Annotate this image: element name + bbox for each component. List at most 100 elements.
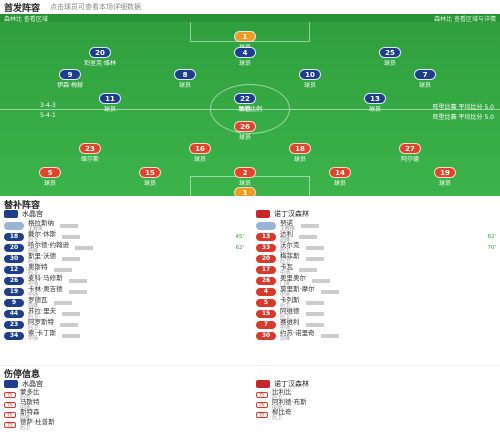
injured-player-name: 马斯特 [20, 398, 40, 406]
injured-player-block: 蒙多比 后卫 [20, 389, 40, 401]
home-player[interactable]: 22 球员 [215, 86, 275, 113]
home-injury-team-header[interactable]: 水晶宫 [4, 378, 244, 390]
home-team-logo-icon [4, 380, 18, 388]
away-injury-team-header[interactable]: 诺丁汉森林 [256, 378, 496, 390]
injured-player-block: 柳比奇 后卫 [272, 409, 292, 421]
home-player[interactable]: 13 球员 [345, 86, 405, 113]
home-subs-list: 水晶宫 格拉斯纳 主教练 18 戴尔·休斯 后卫 45' 20 哈尔德·约翰逊 前锋 62' 30 斯… [4, 208, 244, 342]
pitch-left-info[interactable]: 森林比 查看区域 [4, 16, 48, 23]
player-name: 哈尔德·约翰逊 [28, 240, 70, 249]
sub-player-row[interactable]: 17 卡瓦 中场 [256, 262, 496, 276]
away-player[interactable]: 26 球员 [215, 114, 275, 141]
away-formation: 5-4-1 [40, 112, 56, 119]
injury-row[interactable]: 伤马斯特 中场 [4, 399, 244, 411]
rating-bar [62, 234, 81, 239]
sub-player-row[interactable]: 26 麦科·马修斯 中场 [4, 274, 244, 287]
sub-player-row[interactable]: 15 阿维德 后卫 [256, 306, 496, 320]
home-formation: 3-4-3 [40, 102, 56, 109]
player-name-block: 奥里奥尔 门将 [280, 274, 306, 286]
center-label: 场地比例 [237, 106, 262, 113]
player-position: 后卫 [28, 236, 39, 243]
sub-player-row[interactable]: 4 莫里斯·摩尔 中场 [256, 284, 496, 298]
home-team-header[interactable]: 水晶宫 [4, 208, 244, 220]
sub-player-row[interactable]: 5 卡列斯 后卫 [256, 296, 496, 309]
player-position: 后卫 [280, 258, 291, 265]
home-player[interactable]: 20 珀里克·维林 [84, 47, 116, 67]
home-player[interactable]: 9 伊森·梅赫 [57, 69, 83, 89]
shirt-number-badge: 30 [256, 331, 276, 340]
shirt-number-badge: 19 [4, 287, 24, 296]
rating-bar [75, 245, 94, 250]
player-name: 卡瓦 [280, 262, 293, 271]
rating-bar [299, 234, 317, 239]
home-player[interactable]: 11 球员 [80, 86, 140, 113]
sub-player-row[interactable]: 7 赛维利 中场 [256, 318, 496, 331]
injury-row[interactable]: 伤蒙多比 后卫 [4, 389, 244, 401]
away-player[interactable]: 16 球员 [170, 136, 230, 163]
sub-player-row[interactable]: 20 哈尔德·约翰逊 前锋 62' [4, 240, 244, 254]
rating-bar [62, 256, 81, 261]
sub-player-row[interactable]: 格拉斯纳 主教练 [4, 219, 244, 232]
away-player[interactable]: 23 维尔斯 [79, 143, 101, 163]
away-formation-tag: 阵型比赛 平均比分 5.0 [432, 104, 494, 111]
away-player[interactable]: 18 球员 [270, 136, 330, 163]
away-player[interactable]: 19 球员 [415, 160, 475, 187]
shirt-number-badge: 13 [256, 232, 276, 241]
injury-row[interactable]: 伤德萨·杜普斯 后卫 [4, 419, 244, 431]
sub-player-row[interactable]: 34 索·卡丁斯 中场 [4, 329, 244, 342]
center-circle [210, 84, 290, 134]
sub-player-row[interactable]: 33 沃尔克 后卫 70' [256, 241, 496, 254]
away-team-logo-icon [256, 210, 270, 218]
rating-bar [62, 333, 81, 338]
player-position: 中场 [280, 269, 291, 276]
shirt-number-badge: 9 [4, 298, 24, 307]
player-name: 阿维德 [280, 306, 300, 315]
sub-player-row[interactable]: 23 阿罗斯特 后卫 [4, 317, 244, 331]
injury-row[interactable]: 伤斯特森 前锋 [4, 409, 244, 421]
home-player[interactable]: 10 球员 [280, 62, 340, 89]
injured-player-position: 后卫 [20, 395, 31, 401]
shirt-number-badge: 44 [4, 309, 24, 318]
away-player[interactable]: 5 球员 [20, 160, 80, 187]
sub-player-row[interactable]: 26 奥里奥尔 门将 [256, 274, 496, 287]
sub-player-row[interactable]: 30 约苏·诺里奇 前锋 [256, 329, 496, 342]
home-player[interactable]: 7 球员 [395, 62, 455, 89]
sub-player-row[interactable]: 44 苏拉·里夫 后卫 [4, 307, 244, 320]
subs-title: 替补阵容 [4, 201, 41, 211]
injury-row[interactable]: 伤阿利德·布斯 中场 [256, 399, 496, 411]
injured-player-block: 马斯特 中场 [20, 399, 40, 411]
player-name: 努诺 [280, 218, 293, 227]
injured-player-position: 后卫 [272, 395, 283, 401]
away-team-header[interactable]: 诺丁汉森林 [256, 208, 496, 220]
sub-player-row[interactable]: 9 罗德瓦 前锋 [4, 296, 244, 309]
away-player[interactable]: 14 球员 [310, 160, 370, 187]
injury-row[interactable]: 伤比利比 后卫 [256, 389, 496, 401]
injury-icon: 伤 [256, 412, 268, 418]
sub-player-row[interactable]: 18 戴尔·休斯 后卫 45' [4, 230, 244, 243]
rating-bar [320, 289, 339, 294]
away-player[interactable]: 15 球员 [120, 160, 180, 187]
injury-row[interactable]: 伤柳比奇 后卫 [256, 409, 496, 421]
home-player[interactable]: 25 球员 [360, 40, 420, 67]
sub-player-row[interactable]: 努诺 主教练 [256, 218, 496, 232]
away-player[interactable]: 2 球员 [215, 160, 275, 187]
player-name: 阿罗斯特 [28, 317, 54, 326]
player-name-block: 罗德瓦 前锋 [28, 296, 48, 308]
player-name-block: 苏拉·里夫 后卫 [28, 307, 56, 319]
shirt-number-badge: 33 [256, 243, 276, 252]
player-name: 莫里斯·摩尔 [280, 284, 315, 293]
player-name: 卡林·奥吉德 [28, 284, 63, 293]
home-player[interactable]: 8 球员 [155, 62, 215, 89]
away-player[interactable]: 27 阿尔德 [399, 143, 421, 163]
sub-player-row[interactable]: 12 奥斯特 后卫 [4, 263, 244, 276]
sub-player-row[interactable]: 20 梅菲斯 后卫 [256, 252, 496, 265]
pitch-right-info[interactable]: 森林比 查看区域与详情 [434, 16, 496, 23]
sub-player-row[interactable]: 30 斯里·沃德 后卫 [4, 252, 244, 265]
home-player[interactable]: 4 球员 [215, 40, 275, 67]
sub-player-row[interactable]: 19 卡林·奥吉德 中场 [4, 284, 244, 298]
injury-icon: 伤 [4, 392, 16, 398]
player-name-block: 卡瓦 中场 [280, 262, 293, 276]
away-player-gk[interactable]: 1球员 [215, 180, 275, 196]
sub-time: 70' [487, 244, 496, 251]
sub-player-row[interactable]: 13 达利 前锋 62' [256, 230, 496, 243]
